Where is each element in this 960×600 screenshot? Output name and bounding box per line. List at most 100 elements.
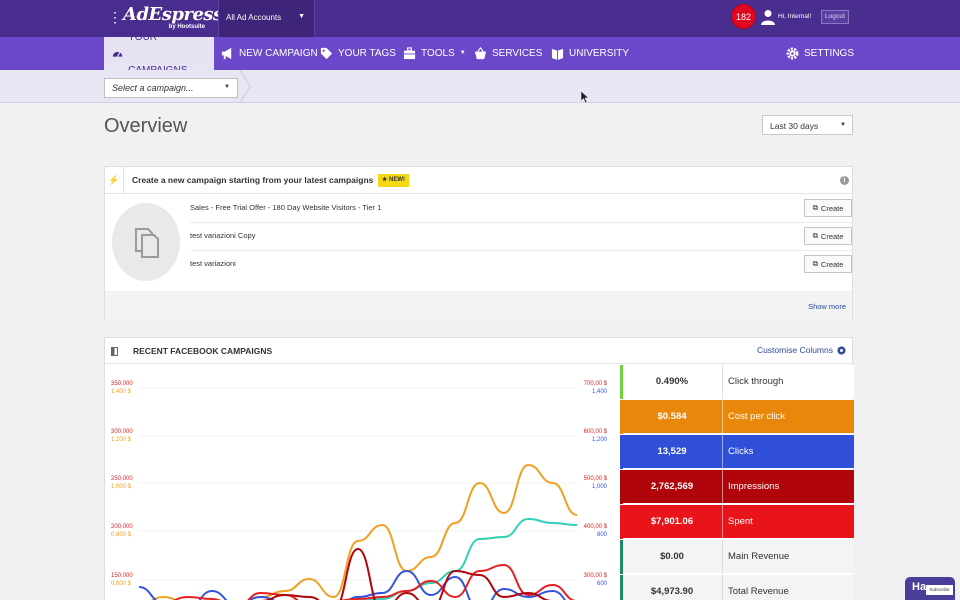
show-more-link[interactable]: Show more <box>808 302 846 311</box>
nav-university[interactable]: UNIVERSITY <box>551 37 629 70</box>
metric-value: $7,901.06 <box>650 516 694 527</box>
campaign-chart: 350,000 1,400 $ 300,000 1,200 $ 250,000 1,000… <box>111 381 608 600</box>
panel-title: RECENT FACEBOOK CAMPAIGNS <box>133 346 273 356</box>
gear-icon <box>786 47 799 60</box>
create-button-label: Create <box>820 231 844 241</box>
mouse-cursor <box>581 91 589 103</box>
panel-footer: Show more <box>105 291 852 321</box>
metric-row[interactable]: $7,901.06 Spent <box>620 505 854 539</box>
chevron-down-icon: ▼ <box>298 13 305 20</box>
create-button[interactable]: ⧉ Create <box>804 255 852 273</box>
page-title: Overview <box>104 115 188 137</box>
create-campaign-panel: ⚡ Create a new campaign starting from yo… <box>104 166 853 321</box>
axis-right: 700,00 $ 1,400 600,00 $ 1,200 500,00 $ 1,000 4… <box>584 381 608 587</box>
metric-color-bar <box>620 365 623 399</box>
y-tick-label: 350,000 <box>111 381 133 387</box>
tag-icon <box>320 47 333 60</box>
top-bar: ⋮ AdEspresso by Hootsuite All Ad Account… <box>0 0 960 37</box>
metric-value: $4,973.90 <box>650 586 694 597</box>
customise-columns-label: Customise Columns <box>756 345 833 355</box>
recent-campaigns-panel: RECENT FACEBOOK CAMPAIGNS Customise Colu… <box>104 337 854 600</box>
nav-label: YOUR TAGS <box>338 48 396 59</box>
metric-row[interactable]: 0.490% Click through <box>620 365 854 399</box>
y-tick-label: 300,000 <box>111 429 133 435</box>
metric-row[interactable]: 2,762,569 Impressions <box>620 470 854 504</box>
nav-your-tags[interactable]: YOUR TAGS <box>320 37 396 70</box>
subscribe-label: Subscribe <box>926 585 953 595</box>
create-button[interactable]: ⧉ Create <box>804 227 852 245</box>
metric-label: Main Revenue <box>722 540 854 574</box>
y-tick-label: 700,00 $ <box>584 381 608 387</box>
user-greeting[interactable]: Hi, Internal! <box>778 13 812 20</box>
nav-your-campaigns[interactable]: YOUR CAMPAIGNS <box>104 32 214 76</box>
y-tick-label: 400,00 $ <box>584 524 608 530</box>
create-button-label: Create <box>820 259 844 269</box>
panel-toggle-icon[interactable] <box>111 347 118 356</box>
nav-settings[interactable]: SETTINGS <box>786 37 854 70</box>
date-range-label: Last 30 days <box>770 121 819 131</box>
y-tick-label: 300,00 $ <box>584 573 608 579</box>
series-line <box>150 463 578 600</box>
logo[interactable]: AdEspresso by Hootsuite <box>123 4 235 32</box>
customise-columns-link[interactable]: Customise Columns <box>757 345 846 355</box>
nav-label: NEW CAMPAIGN <box>239 48 318 59</box>
campaign-select[interactable]: Select a campaign... ▼ <box>104 78 238 98</box>
y-tick-label: 200,000 <box>111 524 133 530</box>
metric-color-bar <box>620 400 623 434</box>
metric-row[interactable]: 13,529 Clicks <box>620 435 854 469</box>
logout-button[interactable]: Logout <box>821 10 849 24</box>
main-nav: YOUR CAMPAIGNS NEW CAMPAIGN YOUR TAGS TO… <box>0 32 960 76</box>
metric-row[interactable]: $4,973.90 Total Revenue <box>620 575 854 600</box>
nav-new-campaign[interactable]: NEW CAMPAIGN <box>221 37 318 70</box>
app-menu-icon[interactable]: ⋮ <box>108 9 122 25</box>
info-icon[interactable]: i <box>840 176 849 185</box>
nav-services[interactable]: SERVICES <box>474 37 542 70</box>
account-selector-label: All Ad Accounts <box>226 13 282 22</box>
y-tick-label: 800 <box>597 532 608 538</box>
y-tick-label: 1,200 <box>592 437 608 443</box>
chevron-down-icon: ▼ <box>459 50 466 56</box>
copy-illustration <box>112 203 180 281</box>
metric-row[interactable]: $0.584 Cost per click <box>620 400 854 434</box>
metric-label: Total Revenue <box>722 575 854 600</box>
basket-icon <box>474 47 487 60</box>
metric-row[interactable]: $0.00 Main Revenue <box>620 540 854 574</box>
logo-subtext: by Hootsuite <box>168 24 205 30</box>
y-tick-label: 0,800 $ <box>111 532 132 538</box>
campaign-name: Sales - Free Trial Offer - 180 Day Websi… <box>190 203 382 212</box>
series-line <box>173 563 578 600</box>
nav-tools[interactable]: TOOLS ▼ <box>403 37 466 70</box>
user-icon[interactable] <box>761 9 775 25</box>
y-tick-label: 0,600 $ <box>111 581 132 587</box>
chevron-down-icon: ▼ <box>224 84 230 90</box>
date-range-select[interactable]: Last 30 days ▼ <box>762 115 853 135</box>
new-badge: ★ NEW! <box>378 174 410 187</box>
y-tick-label: 1,000 $ <box>111 484 132 490</box>
duplicate-icon: ⧉ <box>812 231 818 240</box>
metric-value: 2,762,569 <box>650 481 694 492</box>
create-button[interactable]: ⧉ Create <box>804 199 852 217</box>
metric-color-bar <box>620 540 623 574</box>
duplicate-icon: ⧉ <box>812 203 818 212</box>
metric-value: 13,529 <box>657 446 687 457</box>
y-tick-label: 1,400 $ <box>111 389 132 395</box>
y-tick-label: 250,000 <box>111 476 133 482</box>
nav-label: TOOLS <box>421 48 455 59</box>
notification-badge[interactable]: 182 <box>731 4 756 29</box>
channel-badge[interactable]: Ha Subscribe <box>905 577 955 600</box>
campaign-select-label: Select a campaign... <box>112 83 194 93</box>
gridlines <box>139 387 577 581</box>
create-button-label: Create <box>820 203 844 213</box>
account-selector[interactable]: All Ad Accounts ▼ <box>218 0 315 37</box>
panel-header: RECENT FACEBOOK CAMPAIGNS Customise Colu… <box>105 338 852 364</box>
campaign-name: test variazioni Copy <box>190 231 256 240</box>
logo-text: AdEspresso <box>123 4 235 25</box>
metric-label: Clicks <box>722 435 854 469</box>
metric-value: $0.00 <box>660 551 684 562</box>
y-tick-label: 1,200 $ <box>111 437 132 443</box>
metric-label: Click through <box>722 365 854 399</box>
channel-badge-label: Ha <box>912 581 927 593</box>
metric-color-bar <box>620 575 623 600</box>
panel-header: ⚡ Create a new campaign starting from yo… <box>105 167 852 194</box>
series-line <box>357 517 578 600</box>
